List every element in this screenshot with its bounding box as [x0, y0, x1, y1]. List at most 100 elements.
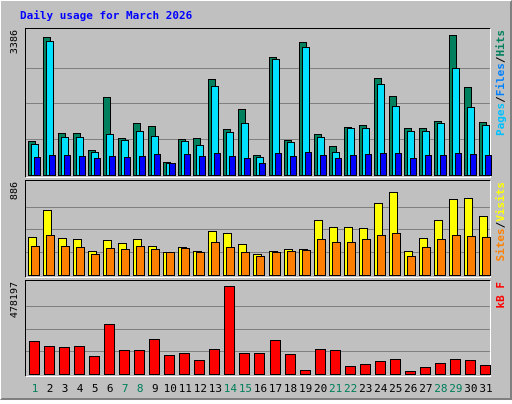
panel-kbytes-ymax-label: 478197 [9, 282, 20, 318]
panel-visits-sites-border-dark [25, 180, 491, 278]
kbytes-bar [239, 353, 250, 375]
pages-bar [34, 157, 41, 176]
x-tick-label: 1 [32, 382, 39, 395]
sites-bar [392, 233, 401, 276]
kbytes-bar [59, 347, 70, 375]
x-tick-label: 13 [209, 382, 222, 395]
legend-entry: / [494, 96, 507, 103]
kbytes-bar [254, 353, 265, 375]
kbytes-bar [420, 367, 431, 375]
x-tick-label: 31 [479, 382, 492, 395]
panel-hits-files-pages-border-dark [25, 28, 491, 178]
pages-bar [440, 155, 447, 176]
kbytes-bar [300, 370, 311, 375]
pages-bar [169, 163, 176, 176]
kbytes-bar [209, 349, 220, 375]
kbytes-bar [44, 346, 55, 375]
sites-bar [272, 252, 281, 276]
panel-kbytes-legend: kB F [494, 282, 507, 309]
x-tick-label: 22 [344, 382, 357, 395]
pages-bar [259, 163, 266, 176]
pages-bar [290, 156, 297, 176]
kbytes-bar [164, 355, 175, 375]
kbytes-bar [149, 339, 160, 375]
chart-title: Daily usage for March 2026 [20, 9, 193, 22]
pages-bar [425, 155, 432, 176]
sites-bar [452, 235, 461, 276]
sites-bar [226, 247, 235, 276]
x-tick-label: 25 [389, 382, 402, 395]
sites-bar [46, 235, 55, 276]
kbytes-bar [119, 350, 130, 375]
sites-bar [482, 237, 491, 276]
sites-bar [317, 239, 326, 276]
svg-text:Sites/Visits: Sites/Visits [494, 182, 507, 262]
sites-bar [121, 249, 130, 276]
legend-entry: Files [494, 63, 507, 96]
legend-entry: Visits [494, 182, 507, 222]
x-tick-label: 26 [404, 382, 417, 395]
legend-entry: / [494, 221, 507, 228]
sites-bar [61, 246, 70, 276]
x-tick-label: 14 [224, 382, 238, 395]
legend-entry: / [494, 56, 507, 63]
panel-hits-files-pages-legend: Pages/Files/Hits [494, 30, 507, 136]
pages-bar [154, 154, 161, 176]
x-tick-label: 28 [434, 382, 447, 395]
x-tick-label: 30 [464, 382, 477, 395]
sites-bar [76, 247, 85, 276]
kbytes-bar [480, 365, 491, 375]
x-tick-label: 17 [269, 382, 282, 395]
pages-bar [365, 154, 372, 176]
sites-bar [332, 242, 341, 276]
x-tick-label: 23 [359, 382, 372, 395]
x-tick-label: 21 [329, 382, 342, 395]
kbytes-bar [360, 364, 371, 375]
kbytes-bar [134, 350, 145, 375]
pages-bar [139, 156, 146, 176]
sites-bar [151, 249, 160, 276]
sites-bar [362, 239, 371, 276]
sites-bar [241, 252, 250, 276]
x-tick-label: 8 [137, 382, 144, 395]
kbytes-bar [315, 349, 326, 375]
pages-bar [455, 153, 462, 176]
sites-bar [256, 256, 265, 276]
pages-bar [275, 153, 282, 176]
kbytes-bar [390, 359, 401, 375]
sites-bar [211, 242, 220, 276]
pages-bar [305, 152, 312, 176]
pages-bar [470, 154, 477, 176]
x-tick-label: 27 [419, 382, 432, 395]
pages-bar [410, 158, 417, 176]
x-tick-label: 10 [164, 382, 177, 395]
sites-bar [467, 236, 476, 276]
x-tick-label: 20 [314, 382, 327, 395]
pages-bar [395, 153, 402, 176]
pages-bar [485, 155, 492, 176]
panel-visits-sites-border-light [25, 180, 491, 278]
x-tick-label: 2 [47, 382, 54, 395]
svg-text:Pages/Files/Hits: Pages/Files/Hits [494, 30, 507, 136]
kbytes-bar [375, 361, 386, 375]
pages-bar [320, 155, 327, 176]
sites-bar [196, 252, 205, 276]
pages-bar [335, 158, 342, 176]
sites-bar [106, 248, 115, 276]
kbytes-bar [450, 359, 461, 375]
sites-bar [136, 246, 145, 276]
kbytes-bar [224, 286, 235, 375]
panel-kbytes-border-dark [25, 280, 491, 377]
sites-bar [302, 250, 311, 276]
pages-bar [79, 156, 86, 176]
kbytes-bar [194, 360, 205, 375]
sites-bar [287, 251, 296, 276]
panel-hits-files-pages-border-light [25, 28, 491, 178]
kbytes-bar [285, 354, 296, 375]
kbytes-bar [270, 340, 281, 375]
kbytes-bar [465, 360, 476, 375]
pages-bar [94, 158, 101, 176]
x-axis-labels: 1 2 3 4 5 6 7 8 9 10 11 12 13 14 15 16 17 18 19 20 21 22 23 24 2… [32, 382, 493, 395]
